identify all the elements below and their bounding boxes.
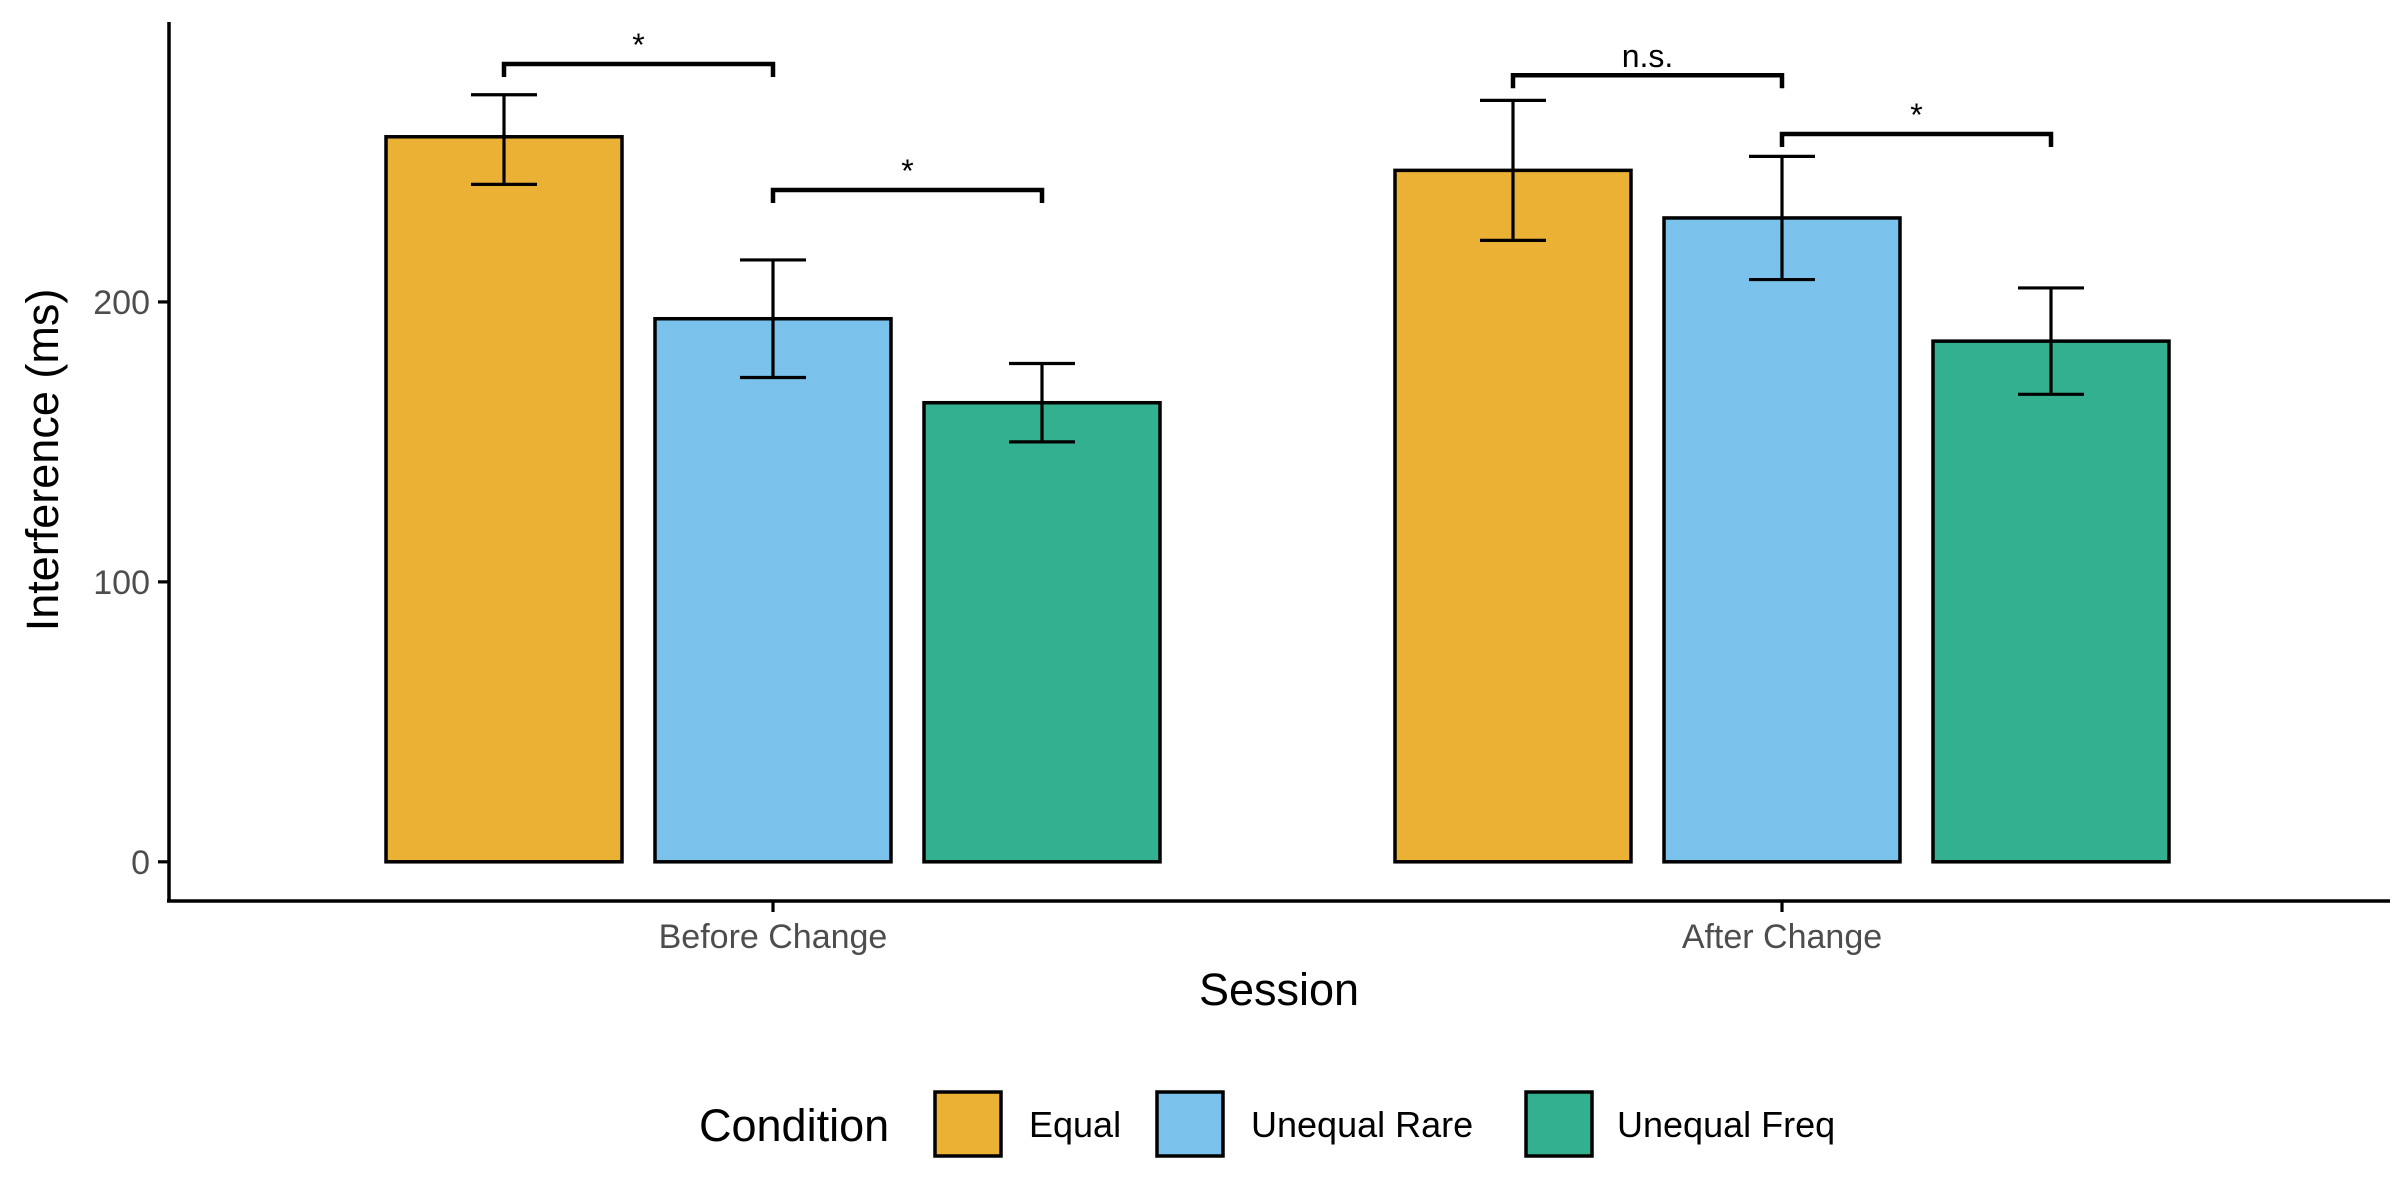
legend-swatch [933,1090,1003,1158]
legend-item-unequal-rare: Unequal Rare [1155,1090,1473,1158]
axes-layer [167,22,2390,903]
y-tick-label: 0 [131,844,150,882]
x-tick-label: Before Change [659,918,888,956]
legend-label: Equal [1029,1104,1121,1145]
y-ticks-layer: 0 100 200 [93,284,169,882]
significance-label: n.s. [1622,38,1674,74]
legend-swatch [1155,1090,1225,1158]
error-bars-layer [471,93,2084,444]
legend-label: Unequal Freq [1617,1104,1835,1145]
significance-bracket: n.s. [1510,38,1785,89]
significance-label: * [901,153,913,189]
error-bar-before-change-unequal-rare [740,258,806,380]
legend-swatch [1524,1090,1594,1158]
bar-before-change-unequal-freq [922,400,1162,864]
x-ticks-layer: Before Change After Change [659,901,1882,956]
legend-item-unequal-freq: Unequal Freq [1524,1090,1835,1158]
error-bar-after-change-unequal-rare [1749,154,1815,282]
bars-layer [384,135,2171,864]
bar-after-change-unequal-freq [1931,339,2171,864]
legend-label: Unequal Rare [1251,1104,1473,1145]
error-bar-before-change-equal [471,93,537,186]
y-tick-label: 200 [93,284,150,322]
significance-bracket: * [770,153,1045,203]
y-tick-label: 100 [93,564,150,602]
significance-label: * [632,27,644,63]
error-bar-after-change-unequal-freq [2018,286,2084,396]
legend-item-equal: Equal [933,1090,1121,1158]
bar-before-change-unequal-rare [653,316,893,864]
legend: Condition Equal Unequal Rare Unequal Freq [699,1090,1835,1158]
legend-title: Condition [699,1100,889,1151]
error-bar-after-change-equal [1480,98,1546,242]
significance-bracket: * [1779,97,2054,147]
significance-layer: * * n.s. * [501,27,2054,203]
bar-before-change-equal [384,135,624,864]
significance-label: * [1910,97,1922,133]
y-axis-title: Interference (ms) [17,289,68,632]
significance-bracket: * [501,27,776,77]
bar-after-change-unequal-rare [1662,216,1902,864]
bar-after-change-equal [1393,168,1633,864]
x-tick-label: After Change [1682,918,1882,956]
error-bar-before-change-unequal-freq [1009,361,1075,444]
x-axis-title: Session [1199,964,1359,1015]
